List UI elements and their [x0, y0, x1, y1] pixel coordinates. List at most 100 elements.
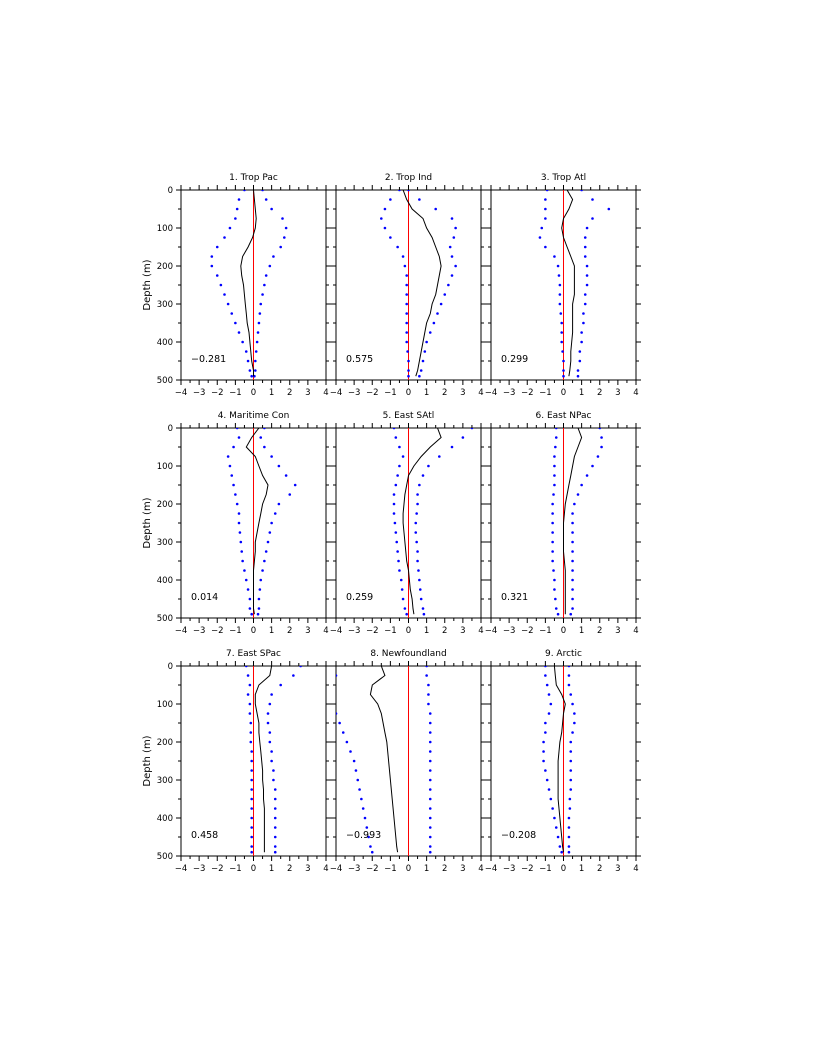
y-tick-label: 500 — [157, 614, 173, 624]
spread-point — [418, 588, 422, 591]
spread-point — [552, 493, 555, 496]
spread-point — [598, 428, 602, 430]
spread-point — [422, 612, 426, 616]
spread-point — [383, 226, 387, 230]
spread-point — [237, 331, 241, 334]
spread-point — [270, 521, 273, 525]
spread-point — [419, 369, 423, 372]
x-tick-label: 0 — [406, 864, 411, 874]
spread-point — [270, 750, 273, 753]
spread-series-1 — [336, 674, 374, 854]
spread-point — [272, 778, 275, 782]
spread-point — [567, 826, 571, 829]
spread-point — [354, 769, 358, 772]
spread-point — [571, 588, 574, 591]
spread-point — [551, 502, 554, 506]
spread-point — [398, 569, 401, 572]
x-tick-label: 4 — [478, 864, 483, 874]
spread-point — [428, 712, 432, 715]
x-tick-label: −1 — [539, 388, 552, 398]
x-tick-label: −3 — [503, 388, 516, 398]
spread-point — [263, 428, 266, 430]
y-tick-label: 400 — [157, 814, 173, 824]
spread-point — [248, 369, 252, 372]
spread-point — [418, 374, 421, 378]
spread-point — [403, 264, 407, 268]
spread-point — [554, 597, 557, 601]
spread-point — [273, 845, 277, 848]
spread-point — [258, 588, 262, 591]
spread-point — [549, 797, 553, 801]
spread-point — [261, 569, 264, 572]
spread-point — [244, 666, 248, 668]
spread-point — [266, 721, 270, 725]
plot-area — [538, 190, 611, 380]
spread-point — [560, 850, 563, 854]
spread-point — [552, 569, 555, 572]
spread-point — [250, 769, 253, 772]
spread-point — [244, 350, 248, 353]
x-tick-label: 1 — [269, 626, 274, 636]
spread-point — [560, 331, 563, 334]
y-tick-label: 200 — [157, 738, 173, 748]
spread-point — [398, 464, 401, 468]
spread-point — [544, 245, 547, 249]
correlation-value: 0.259 — [346, 592, 373, 603]
x-tick-label: 4 — [478, 388, 483, 398]
spread-point — [583, 236, 587, 239]
x-tick-label: 1 — [579, 864, 584, 874]
x-tick-label: 0 — [251, 388, 256, 398]
spread-point — [273, 826, 277, 829]
spread-point — [551, 807, 554, 810]
spread-point — [250, 845, 253, 848]
spread-point — [363, 816, 367, 820]
plot-area — [336, 666, 432, 856]
spread-point — [551, 531, 554, 534]
spread-point — [583, 302, 587, 306]
spread-point — [250, 816, 253, 820]
spread-point — [571, 550, 574, 553]
spread-point — [248, 683, 252, 687]
spread-point — [432, 321, 436, 325]
spread-point — [336, 674, 338, 677]
spread-point — [288, 493, 292, 496]
spread-point — [569, 750, 573, 753]
spread-point — [551, 521, 554, 525]
spread-point — [257, 607, 261, 610]
spread-point — [210, 264, 214, 268]
mean-line — [240, 190, 257, 377]
x-tick-label: −2 — [366, 388, 379, 398]
spread-point — [255, 340, 259, 344]
spread-point — [576, 369, 580, 372]
spread-point — [234, 493, 237, 496]
x-tick-label: −3 — [503, 864, 516, 874]
spread-point — [264, 550, 268, 553]
spread-point — [549, 702, 553, 706]
x-tick-label: 2 — [287, 864, 292, 874]
spread-point — [583, 255, 587, 258]
spread-point — [416, 550, 419, 553]
spread-point — [365, 826, 369, 829]
x-tick-label: 2 — [442, 864, 447, 874]
x-tick-label: 4 — [323, 864, 328, 874]
spread-point — [259, 302, 263, 306]
spread-point — [538, 236, 542, 239]
x-tick-label: 4 — [633, 864, 638, 874]
spread-point — [428, 797, 432, 801]
spread-point — [417, 569, 420, 572]
correlation-value: −0.208 — [501, 830, 536, 841]
spread-series-2 — [266, 666, 302, 854]
spread-point — [400, 588, 404, 591]
spread-point — [562, 374, 565, 378]
spread-point — [470, 428, 474, 430]
spread-point — [250, 826, 253, 829]
spread-point — [361, 807, 365, 810]
spread-point — [405, 331, 408, 334]
spread-point — [551, 540, 554, 544]
spread-point — [273, 797, 277, 801]
spread-point — [556, 264, 560, 268]
spread-point — [393, 521, 397, 525]
x-tick-label: −4 — [485, 864, 498, 874]
spread-point — [284, 474, 288, 477]
spread-point — [585, 274, 589, 277]
